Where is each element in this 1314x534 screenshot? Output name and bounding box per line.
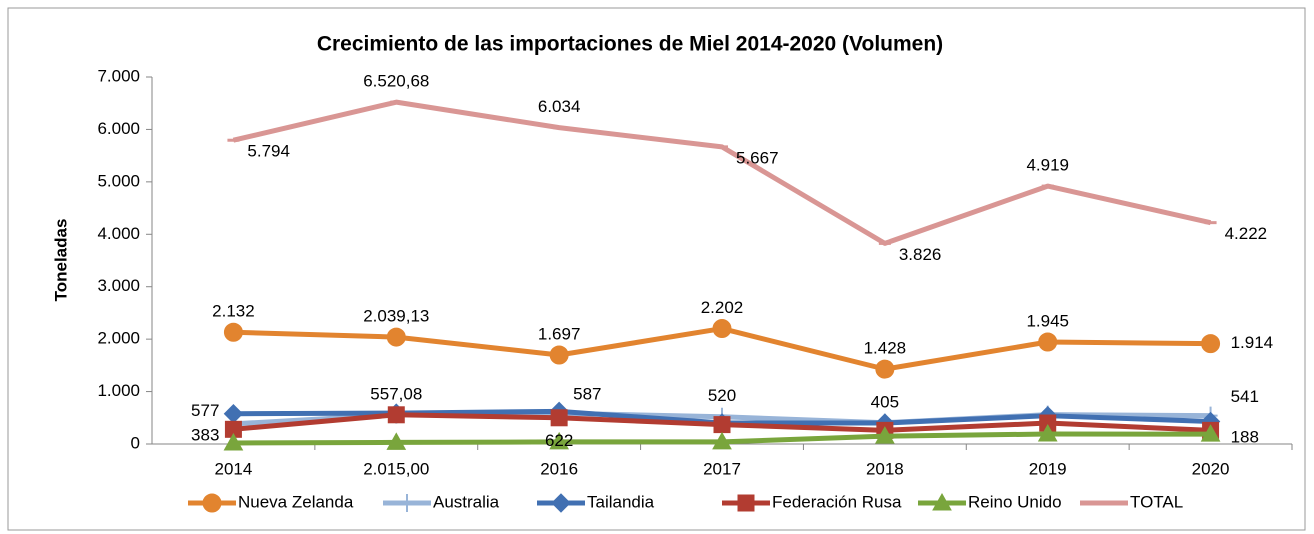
data-point [1038,332,1058,352]
data-point [386,327,406,347]
x-tick-label: 2014 [215,459,253,478]
data-point [386,432,407,450]
data-label: 541 [1231,387,1259,406]
y-tick-label: 1.000 [97,381,140,400]
data-label: 1.914 [1231,333,1274,352]
data-point [549,345,569,365]
data-point [387,406,405,424]
data-label: 2.132 [212,302,255,321]
y-tick-label: 5.000 [97,171,140,190]
data-point [875,359,895,379]
legend-label: Federación Rusa [772,492,902,511]
y-axis-title: Toneladas [51,219,70,302]
y-tick-label: 2.000 [97,329,140,348]
data-label: 3.826 [899,245,942,264]
data-label: 6.034 [538,97,581,116]
legend-label: Australia [433,492,500,511]
legend-label: Reino Unido [968,492,1062,511]
legend-label: Tailandia [587,492,655,511]
data-point [550,409,568,427]
legend-marker [932,492,952,511]
y-tick-label: 4.000 [97,224,140,243]
data-label: 1.428 [864,339,907,358]
y-tick-label: 3.000 [97,276,140,295]
x-tick-label: 2.015,00 [363,459,429,478]
data-point [549,431,569,450]
legend-label: TOTAL [1130,492,1183,511]
data-label: 383 [191,425,219,444]
data-label: 6.520,68 [363,72,429,91]
data-label: 188 [1231,428,1259,447]
data-label: 2.202 [701,298,744,317]
data-point [223,432,244,451]
data-point [712,319,732,339]
data-point [713,416,731,434]
data-point [712,431,732,450]
data-label: 557,08 [370,384,422,403]
chart-title: Crecimiento de las importaciones de Miel… [317,33,943,56]
x-tick-label: 2020 [1192,459,1230,478]
data-label: 5.794 [247,142,290,161]
data-label: 622 [545,431,573,450]
data-point [223,322,243,342]
data-label: 4.919 [1026,156,1069,175]
y-tick-label: 6.000 [97,119,140,138]
x-tick-label: 2017 [703,459,741,478]
data-label: 520 [708,386,736,405]
data-label: 405 [871,392,899,411]
data-point [875,426,895,444]
data-label: 2.039,13 [363,307,429,326]
data-label: 4.222 [1225,224,1268,243]
y-tick-label: 0 [131,433,140,452]
data-point [1037,424,1058,442]
chart-border [7,7,1306,531]
data-label: 5.667 [736,148,779,167]
legend-marker [551,493,571,513]
legend-marker [400,494,414,512]
x-tick-label: 2019 [1029,459,1067,478]
x-tick-label: 2018 [866,459,904,478]
data-point [1200,424,1221,442]
data-label: 1.697 [538,325,581,344]
x-tick-label: 2016 [540,459,578,478]
legend-marker [202,493,222,513]
legend-label: Nueva Zelanda [238,492,354,511]
data-point [1201,334,1221,354]
data-label: 587 [573,385,601,404]
y-tick-label: 7.000 [97,66,140,85]
data-point [223,404,244,424]
legend-marker [737,494,755,512]
data-label: 577 [191,401,219,420]
data-label: 1.945 [1026,312,1069,331]
